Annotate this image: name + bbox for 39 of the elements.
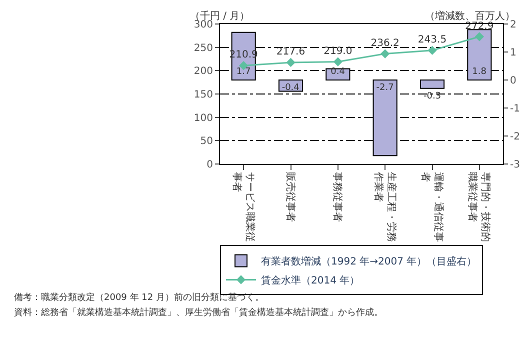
y-tick-label: 100 <box>194 112 213 124</box>
x-tick-label: 運輸・通信従事者 <box>420 172 444 242</box>
y-tick-label: 300 <box>194 20 213 30</box>
data-label: 0.4 <box>330 67 346 77</box>
data-label: 1.7 <box>236 67 251 77</box>
data-label: 243.5 <box>418 34 447 46</box>
text: 備考：職業分類改定（2009 年 12 月）前の旧分類に基づく。 <box>14 292 264 303</box>
x-tick-label: 専門的・技術的職業従事者 <box>466 172 492 242</box>
x-tick-label: サービス職業従事者 <box>230 172 256 242</box>
legend-label: 有業者数増減（1992 年→2007 年）（目盛右） <box>261 256 477 268</box>
point <box>474 32 484 42</box>
point <box>428 46 437 55</box>
data-label: 236.2 <box>370 38 400 49</box>
data-label: 219.0 <box>324 46 352 57</box>
y2-tick-label: 0 <box>510 76 516 86</box>
y2-tick-label: 2 <box>510 20 516 30</box>
point <box>286 58 296 67</box>
x-tick-label: 販売従事者 <box>284 172 296 222</box>
y-tick-label: 250 <box>194 42 213 54</box>
data-label: 217.6 <box>276 46 306 58</box>
data-label: 1.8 <box>472 67 487 77</box>
y2-tick-label: -3 <box>510 160 520 170</box>
y-tick-label: 0 <box>206 160 213 170</box>
point <box>333 57 342 66</box>
bar <box>420 80 445 89</box>
y2-tick-label: -2 <box>510 132 520 142</box>
data-label: -2.7 <box>376 83 394 93</box>
text: 資料：総務省「就業構造基本統計調査」、厚生労働省「賃金構造基本統計調査」から作成。 <box>14 307 383 318</box>
y2-tick-label: 1 <box>510 48 516 58</box>
point <box>380 49 390 58</box>
y2-tick-label: -1 <box>510 104 520 114</box>
data-label: -0.4 <box>282 83 300 93</box>
y-tick-label: 200 <box>194 66 213 78</box>
y-tick-label: 150 <box>194 90 213 100</box>
data-label: -0.3 <box>423 91 442 102</box>
x-tick-label: 生産工程・労務作業者 <box>372 171 398 242</box>
y-tick-label: 50 <box>200 136 213 148</box>
legend-label: 賃金水準（2014 年） <box>261 274 360 287</box>
x-tick-label: 事務従事者 <box>332 172 344 222</box>
